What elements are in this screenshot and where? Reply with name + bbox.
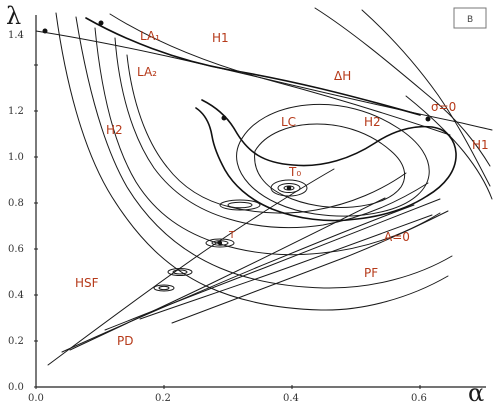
h1-top-curve xyxy=(314,7,491,167)
point-left-top xyxy=(42,28,48,34)
x-tick-label: 0.2 xyxy=(155,393,171,404)
main-loop-inner xyxy=(254,123,406,208)
x-tick-label: 0.4 xyxy=(283,393,299,404)
t0-spiral-2 xyxy=(277,183,301,193)
a-zero-line xyxy=(171,210,449,324)
lower-spiral-4 xyxy=(158,285,170,291)
label-t0: T₀ xyxy=(288,165,301,179)
lower-spiral-3 xyxy=(153,284,175,292)
y-tick-label: 0.6 xyxy=(8,244,24,255)
label-h1-top: H1 xyxy=(212,31,229,45)
pd-line xyxy=(61,204,415,353)
label-a-zero: A=0 xyxy=(384,230,410,244)
label-lc: LC xyxy=(281,115,296,129)
sigma-zero-curve xyxy=(35,30,493,131)
y-tick-label: 0.4 xyxy=(8,290,24,301)
point-sigma xyxy=(425,116,431,122)
left-fan-curve-1 xyxy=(55,12,449,311)
y-tick-label: 0.0 xyxy=(8,382,24,393)
x-tick-label: 0.0 xyxy=(28,393,44,404)
main-loop-outer xyxy=(195,99,457,222)
panel-letter: B xyxy=(467,15,473,25)
pf-line xyxy=(139,214,433,320)
label-sigma-zero: σ=0 xyxy=(431,100,456,114)
outer-right-curve xyxy=(405,95,493,200)
label-h2-right: H2 xyxy=(364,115,381,129)
mid-spiral-2 xyxy=(227,201,253,209)
hsf-line xyxy=(47,168,335,366)
y-tick-label: 1.0 xyxy=(8,152,24,163)
left-fan-curve-2 xyxy=(75,16,453,289)
label-la2: LA₂ xyxy=(137,65,157,79)
point-la1-start xyxy=(98,20,104,26)
panel-box xyxy=(453,7,487,29)
label-h2-left: H2 xyxy=(106,123,123,137)
label-h1-right: H1 xyxy=(472,138,489,152)
h1-right-curve xyxy=(361,9,491,187)
y-tick-label: 1.4 xyxy=(8,30,24,41)
y-tick-label: 1.2 xyxy=(8,106,24,117)
fan-line-2 xyxy=(104,198,441,331)
mid-spiral-1 xyxy=(219,199,261,211)
point-center-top xyxy=(221,115,227,121)
x-tick-label: 0.6 xyxy=(411,393,427,404)
left-fan-curve-4 xyxy=(114,37,429,229)
point-t0 xyxy=(286,185,292,191)
delta-h-curve xyxy=(109,13,451,136)
y-tick-label: 0.8 xyxy=(8,198,24,209)
label-hsf: HSF xyxy=(75,276,99,290)
main-loop-middle xyxy=(236,103,430,217)
la1-curve xyxy=(85,17,421,116)
label-la1: LA₁ xyxy=(140,29,160,43)
y-tick-label: 0.2 xyxy=(8,336,24,347)
label-pf: PF xyxy=(364,266,378,280)
lower-spiral-2 xyxy=(172,269,188,275)
label-delta-h: ΔH xyxy=(334,69,351,83)
t-spiral-1 xyxy=(205,238,235,248)
y-axis-symbol: λ xyxy=(6,2,21,30)
label-pd: PD xyxy=(117,334,133,348)
label-small-t: T xyxy=(228,230,236,241)
point-t xyxy=(217,240,223,246)
x-axis-symbol: α xyxy=(468,379,484,405)
